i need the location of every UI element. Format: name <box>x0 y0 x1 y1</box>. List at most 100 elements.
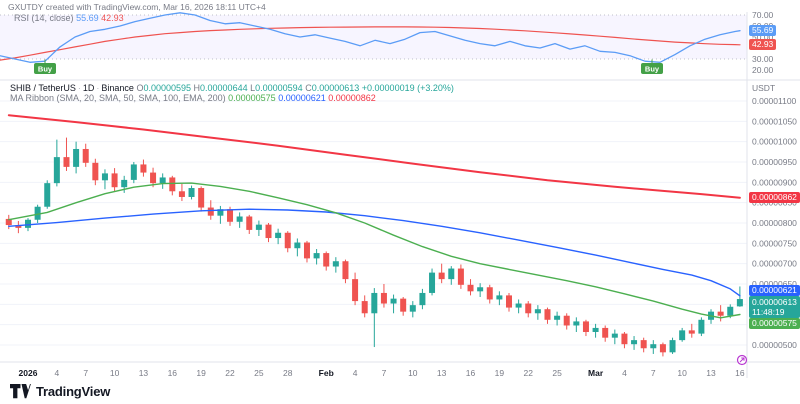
ma-ribbon-legend[interactable]: MA Ribbon (SMA, 20, SMA, 50, SMA, 100, E… <box>10 93 376 103</box>
rsi-legend[interactable]: RSI (14, close) 55.69 42.93 <box>14 13 124 23</box>
candle-body <box>188 188 195 197</box>
candle-body <box>515 303 522 308</box>
candle-body <box>217 209 224 216</box>
rsi-ma-line <box>0 26 741 61</box>
ma-mid-value: 0.00000621 <box>278 93 326 103</box>
price-axis-label: 0.00000650 <box>752 279 797 289</box>
legend-separator: · <box>77 83 81 93</box>
time-axis-label: 28 <box>283 368 293 378</box>
rsi-axis-label: 20.00 <box>752 65 774 75</box>
candle-body <box>101 173 108 181</box>
time-axis-label: 16 <box>466 368 476 378</box>
close-label: C <box>305 83 312 93</box>
price-axis-label: 0.00000900 <box>752 177 797 187</box>
low-label: L <box>250 83 256 93</box>
event-marker-icon[interactable] <box>736 354 748 366</box>
time-axis-label: 10 <box>408 368 418 378</box>
candle-body <box>477 287 484 292</box>
candle-body <box>659 344 666 353</box>
symbol-interval: 1D <box>82 83 95 93</box>
candle-body <box>717 311 724 316</box>
time-axis-label: 4 <box>353 368 358 378</box>
candle-body <box>640 340 647 349</box>
candle-body <box>544 309 551 320</box>
candle-body <box>111 173 118 188</box>
candle-body <box>688 330 695 334</box>
candle-body <box>25 219 31 228</box>
buy-marker-label: Buy <box>38 64 53 73</box>
candle-body <box>15 225 22 228</box>
buy-signal-marker[interactable]: Buy <box>34 59 56 75</box>
time-axis-label: 10 <box>677 368 687 378</box>
price-axis-label: 0.00000700 <box>752 259 797 269</box>
time-axis-label: 16 <box>168 368 178 378</box>
candle-body <box>73 148 80 167</box>
high-label: H <box>193 83 201 93</box>
candle-body <box>419 292 426 306</box>
candle-body <box>650 344 657 349</box>
tradingview-logo[interactable]: TradingView <box>10 384 110 399</box>
sma100-price-badge: 0.00000621 <box>749 285 800 296</box>
candle-body <box>448 268 455 280</box>
buy-marker-box <box>641 63 663 74</box>
last-price-value: 0.00000613 <box>752 297 797 307</box>
time-axis-label: 25 <box>552 368 562 378</box>
candle-body <box>669 340 676 353</box>
candle-body <box>169 177 176 192</box>
rsi-legend-value: 55.69 <box>76 13 99 23</box>
candle-body <box>621 333 628 345</box>
buy-signal-marker[interactable]: Buy <box>641 59 663 75</box>
symbol-name: SHIB / TetherUS <box>10 83 76 93</box>
candle-body <box>207 207 214 216</box>
candle-body <box>92 162 99 181</box>
event-marker-arrow <box>739 357 745 363</box>
price-axis-label: 0.00000950 <box>752 157 797 167</box>
candle-body <box>53 157 60 184</box>
high-value: 0.00000644 <box>200 83 248 93</box>
chart-credit-text: GXUTDY created with TradingView.com, Mar… <box>8 2 266 12</box>
price-gridlines <box>0 100 747 346</box>
candle-body <box>534 309 541 314</box>
symbol-exchange: Binance <box>101 83 134 93</box>
candle-body <box>679 330 686 341</box>
candle-body <box>140 164 147 173</box>
time-axis-label: Feb <box>319 368 334 378</box>
buy-marker-label: Buy <box>645 64 660 73</box>
time-axis-label: 13 <box>437 368 447 378</box>
rsi-pane <box>0 12 747 63</box>
candle-body <box>130 164 137 180</box>
candles-layer <box>5 137 743 357</box>
candle-body <box>736 299 743 307</box>
candle-body <box>371 292 378 314</box>
candle-body <box>429 272 436 293</box>
close-value: 0.00000613 <box>311 83 360 93</box>
candle-body <box>63 157 70 167</box>
candle-body <box>611 333 618 338</box>
candle-body <box>573 321 580 326</box>
open-value: 0.00000595 <box>143 83 192 93</box>
candle-body <box>496 295 503 300</box>
rsi-axis-label: 30.00 <box>752 54 774 64</box>
candle-body <box>467 284 474 292</box>
time-axis[interactable]: 2026 4 7 10 13 16 19 22 25 28 Feb 4 7 10 13 16 19 22 25 Mar… <box>19 368 745 378</box>
candle-body <box>457 268 464 285</box>
candle-body <box>582 321 589 332</box>
time-axis-label: 22 <box>225 368 235 378</box>
change-value: +0.00000019 (+3.20%) <box>361 83 454 93</box>
candle-body <box>409 305 416 312</box>
bar-countdown-timer: 11:48:19 <box>752 307 785 317</box>
candle-body <box>198 188 205 208</box>
candle-body <box>294 242 301 249</box>
candle-body <box>246 216 253 230</box>
candle-body <box>506 295 512 308</box>
symbol-legend[interactable]: SHIB / TetherUS · 1D · Binance O0.00000595 H… <box>10 83 454 93</box>
candle-body <box>313 253 320 259</box>
sma20-line <box>8 182 741 319</box>
candle-body <box>698 319 705 334</box>
candle-body <box>5 218 12 226</box>
time-axis-label: 13 <box>706 368 716 378</box>
rsi-legend-params: (14, close) <box>31 13 74 23</box>
price-axis-label: 0.00001100 <box>752 96 797 106</box>
